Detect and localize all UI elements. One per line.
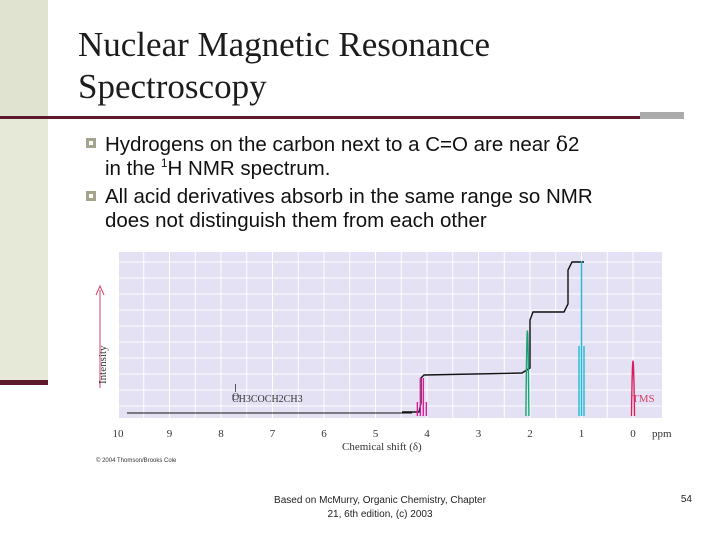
x-tick-label: 3 — [476, 428, 482, 440]
bullet-text-cont: in the — [105, 157, 161, 180]
bullet-text: Hydrogens on the carbon next to a C=O ar… — [105, 133, 556, 156]
slide-title: Nuclear Magnetic Resonance Spectroscopy — [78, 24, 678, 108]
chemical-shift-axis-label: Chemical shift (δ) — [342, 441, 422, 453]
superscript: 1 — [160, 156, 168, 170]
left-decor-bar-bottom — [0, 118, 48, 380]
square-bullet-icon — [86, 191, 96, 201]
bullet-list: Hydrogens on the carbon next to a C=O ar… — [84, 132, 694, 237]
x-tick-label: 8 — [218, 428, 224, 440]
bullet-text-cont-end: H NMR spectrum. — [167, 157, 331, 180]
x-tick-label: 4 — [424, 428, 430, 440]
tms-label: TMS — [632, 393, 655, 405]
title-line-2: Spectroscopy — [78, 67, 267, 106]
x-tick-label: 9 — [167, 428, 173, 440]
title-underline-shadow — [640, 112, 684, 119]
square-bullet-icon — [86, 138, 96, 148]
x-tick-label: 2 — [527, 428, 533, 440]
left-accent-bar — [0, 380, 48, 385]
copyright-notice: © 2004 Thomson/Brooks Cole — [96, 457, 177, 464]
x-tick-label: 7 — [270, 428, 276, 440]
x-tick-label: 1 — [579, 428, 585, 440]
nmr-spectrum-figure: Intensity O CH3COCH2CH3 TMS 10 9 8 7 6 5 4 3 2 1 0… — [92, 248, 674, 466]
title-line-1: Nuclear Magnetic Resonance — [78, 25, 491, 64]
triplet-peak — [578, 261, 585, 416]
quartet-peak — [416, 378, 428, 416]
footer-citation-line-1: Based on McMurry, Organic Chemistry, Cha… — [274, 495, 486, 506]
carbonyl-o-label: O — [232, 392, 239, 403]
x-tick-label: 5 — [373, 428, 379, 440]
ppm-unit-label: ppm — [652, 428, 672, 440]
bullet-text-cont: does not distinguish them from each othe… — [105, 209, 487, 232]
intensity-axis-label: Intensity — [97, 345, 109, 384]
left-decor-bar-top — [0, 0, 48, 118]
molecule-formula: CH3COCH2CH3 — [232, 394, 303, 405]
footer-citation: Based on McMurry, Organic Chemistry, Cha… — [260, 494, 500, 522]
spectrum-plot-area — [119, 252, 662, 418]
bullet-text: All acid derivatives absorb in the same … — [105, 185, 593, 208]
x-tick-label: 6 — [321, 428, 327, 440]
bullet-item-1: Hydrogens on the carbon next to a C=O ar… — [84, 132, 694, 181]
x-tick-label: 0 — [630, 428, 636, 440]
x-tick-label: 10 — [113, 428, 125, 440]
title-underline — [0, 116, 640, 119]
delta-symbol: δ — [555, 132, 569, 156]
bullet-item-2: All acid derivatives absorb in the same … — [84, 185, 694, 233]
footer-citation-line-2: 21, 6th edition, (c) 2003 — [327, 509, 433, 520]
tms-peak — [630, 360, 636, 417]
page-number: 54 — [680, 494, 692, 505]
bullet-text-end: 2 — [568, 133, 580, 156]
singlet-peak — [525, 330, 530, 417]
